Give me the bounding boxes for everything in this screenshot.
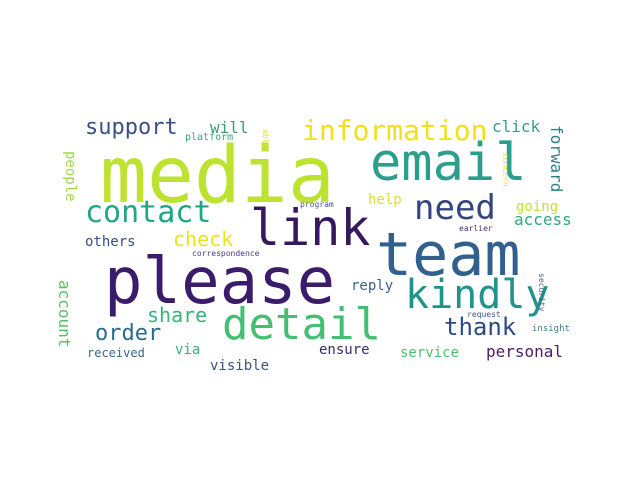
word-concern: concern [501, 153, 510, 187]
word-insight: insight [532, 324, 570, 334]
word-security: security [537, 273, 546, 312]
word-via: via [175, 342, 201, 358]
word-able: able [261, 129, 270, 149]
word-access: access [514, 210, 572, 229]
word-click: click [492, 117, 541, 136]
word-order: order [95, 321, 162, 346]
word-detail: detail [222, 299, 381, 350]
word-forward: forward [547, 125, 566, 193]
word-please: please [104, 245, 336, 319]
word-request: request [467, 310, 501, 319]
word-correspondence: correspondence [192, 249, 260, 258]
word-going: going [516, 199, 559, 215]
word-people: people [62, 151, 78, 202]
word-will: will [210, 118, 249, 137]
word-visible: visible [210, 358, 270, 374]
word-team: team [376, 220, 521, 290]
word-cloud: media please team email link detail kindly need… [55, 114, 572, 374]
word-email: email [370, 133, 527, 193]
word-received: received [87, 346, 145, 360]
word-check: check [173, 227, 234, 251]
word-personal: personal [486, 342, 564, 361]
word-contact: contact [85, 195, 212, 230]
word-help: help [368, 192, 402, 208]
word-program: program [300, 200, 334, 209]
word-share: share [147, 303, 208, 327]
word-support: support [85, 115, 178, 140]
word-media: media [100, 131, 335, 221]
word-service: service [400, 345, 460, 361]
word-ensure: ensure [319, 342, 370, 358]
word-need: need [414, 188, 496, 228]
word-kindly: kindly [405, 272, 550, 318]
word-earlier: earlier [459, 224, 493, 233]
word-information: information [302, 114, 488, 147]
word-others: others [85, 234, 136, 250]
word-link: link [250, 199, 371, 257]
word-account: account [55, 280, 74, 348]
word-thank: thank [444, 313, 517, 341]
word-reply: reply [351, 278, 394, 294]
word-platform: platform [185, 132, 234, 143]
